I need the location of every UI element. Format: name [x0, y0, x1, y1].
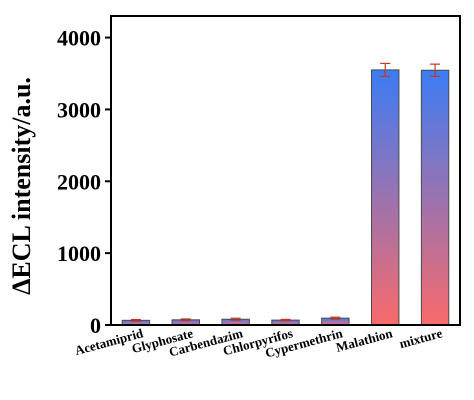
- error-bar-acetamiprid: [130, 318, 141, 322]
- y-tick-label: 1000: [57, 241, 101, 266]
- error-bar-chlorpyrifos: [280, 318, 291, 322]
- category-label: mixture: [398, 325, 444, 351]
- error-bar-glyphosate: [180, 318, 191, 322]
- y-tick-label: 0: [90, 313, 101, 338]
- error-bar-mixture: [430, 63, 441, 77]
- y-axis-title: ΔECL intensity/a.u.: [7, 77, 36, 295]
- error-bar-carbendazim: [230, 317, 241, 321]
- error-bars: [130, 62, 441, 322]
- y-tick-label: 2000: [57, 169, 101, 194]
- error-bar-malathion: [380, 62, 391, 77]
- y-tick-label: 4000: [57, 26, 101, 51]
- y-tick-label: 3000: [57, 97, 101, 122]
- bars: [121, 69, 450, 326]
- y-axis-ticks: 0 1000 2000 3000 4000: [57, 26, 111, 338]
- category-labels: AcetamipridGlyphosateCarbendazimChlorpyr…: [73, 325, 444, 360]
- bar-mixture: [420, 69, 450, 326]
- category-label: Malathion: [334, 325, 394, 355]
- error-bar-cypermethrin: [330, 316, 341, 320]
- plot-frame: [110, 15, 461, 326]
- bar-malathion: [371, 69, 400, 326]
